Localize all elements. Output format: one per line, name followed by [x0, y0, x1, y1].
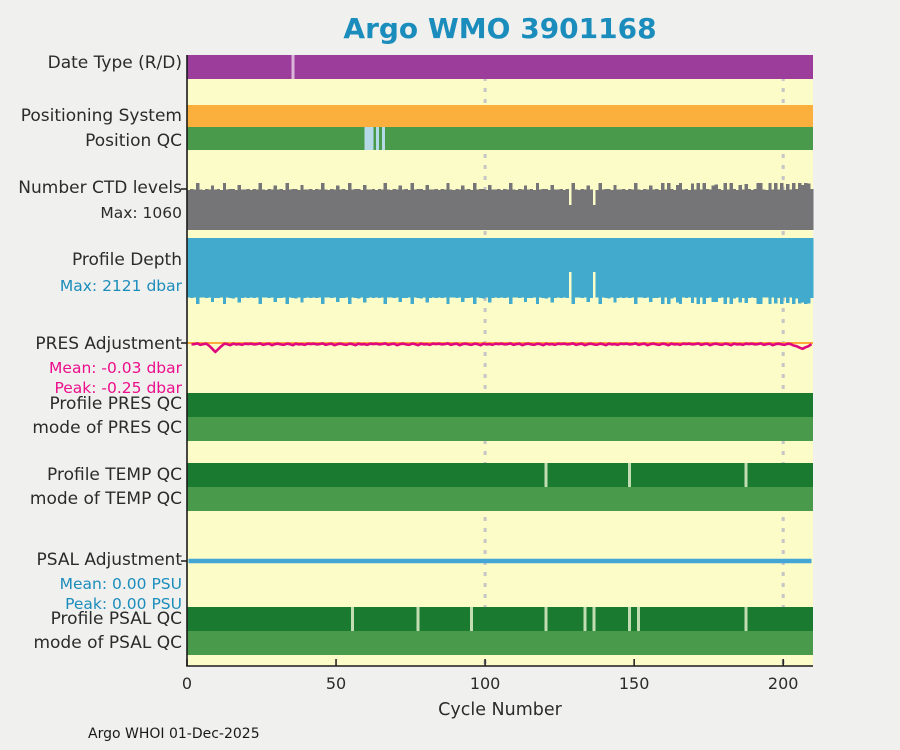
x-tick-label-150: 150 [618, 674, 650, 693]
stripe-segment [375, 127, 379, 150]
gap-cycle-149 [628, 607, 632, 631]
gap-cycle-78 [416, 607, 420, 631]
row-label-mode-of-pres-qc: mode of PRES QC [32, 418, 182, 438]
gap-cycle-188 [744, 463, 748, 487]
stripe-segment [364, 127, 374, 150]
gap-cycle-96 [470, 607, 474, 631]
row-label-positioning-system: Positioning System [20, 106, 182, 126]
gap-cycle-56 [350, 607, 354, 631]
row-label-peak-0-25-dbar: Peak: -0.25 dbar [54, 379, 182, 397]
gap-cycle-36 [291, 55, 295, 79]
band-position_qc [187, 127, 813, 150]
x-tick-label-100: 100 [469, 674, 501, 693]
row-label-date-type-r-d-: Date Type (R/D) [47, 53, 182, 73]
row-label-psal-adjustment: PSAL Adjustment [36, 550, 182, 570]
row-label-profile-psal-qc: Profile PSAL QC [50, 609, 182, 629]
band-positioning_system [187, 105, 813, 127]
pres_adjustment-line [191, 342, 813, 354]
row-label-mode-of-psal-qc: mode of PSAL QC [33, 633, 182, 653]
gap-cycle-149 [628, 463, 632, 487]
band-ctd_levels [187, 183, 814, 230]
gap-cycle-188 [744, 607, 748, 631]
x-tick-label-200: 200 [767, 674, 799, 693]
band-pres_adjustment [187, 342, 813, 354]
row-label-pres-adjustment: PRES Adjustment [35, 334, 182, 354]
axes [181, 55, 813, 667]
gap-cycle-121 [544, 607, 548, 631]
band-profile_depth [187, 238, 814, 304]
row-label-mean-0-03-dbar: Mean: -0.03 dbar [49, 359, 182, 377]
row-label-max-1060: Max: 1060 [100, 204, 182, 222]
plot-area [187, 55, 813, 666]
row-label-number-ctd-levels: Number CTD levels [18, 178, 182, 198]
row-label-profile-pres-qc: Profile PRES QC [49, 394, 182, 414]
row-label-profile-depth: Profile Depth [71, 250, 182, 270]
band-mode_pres_qc [187, 417, 813, 441]
row-label-position-qc: Position QC [85, 131, 182, 151]
band-profile_pres_qc [187, 393, 813, 417]
stripe-segment [381, 127, 385, 150]
band-mode_psal_qc [187, 631, 813, 655]
x-axis-label: Cycle Number [438, 700, 562, 720]
gap-cycle-137 [592, 607, 596, 631]
gap-cycle-152 [637, 607, 641, 631]
x-tick-label-0: 0 [181, 674, 193, 693]
band-profile_temp_qc [187, 463, 813, 487]
footer-credit: Argo WHOI 01-Dec-2025 [88, 726, 260, 742]
row-label-peak-0-00-psu: Peak: 0.00 PSU [65, 595, 182, 613]
row-label-max-2121-dbar: Max: 2121 dbar [59, 277, 182, 295]
row-label-mean-0-00-psu: Mean: 0.00 PSU [59, 575, 182, 593]
gap-cycle-134 [583, 607, 587, 631]
band-date_type [187, 55, 813, 79]
page-title: Argo WMO 3901168 [343, 12, 657, 45]
row-label-mode-of-temp-qc: mode of TEMP QC [29, 489, 182, 509]
band-profile_psal_qc [187, 607, 813, 631]
gap-cycle-121 [544, 463, 548, 487]
x-tick-label-50: 50 [325, 674, 347, 693]
band-mode_temp_qc [187, 487, 813, 511]
row-label-profile-temp-qc: Profile TEMP QC [47, 465, 182, 485]
